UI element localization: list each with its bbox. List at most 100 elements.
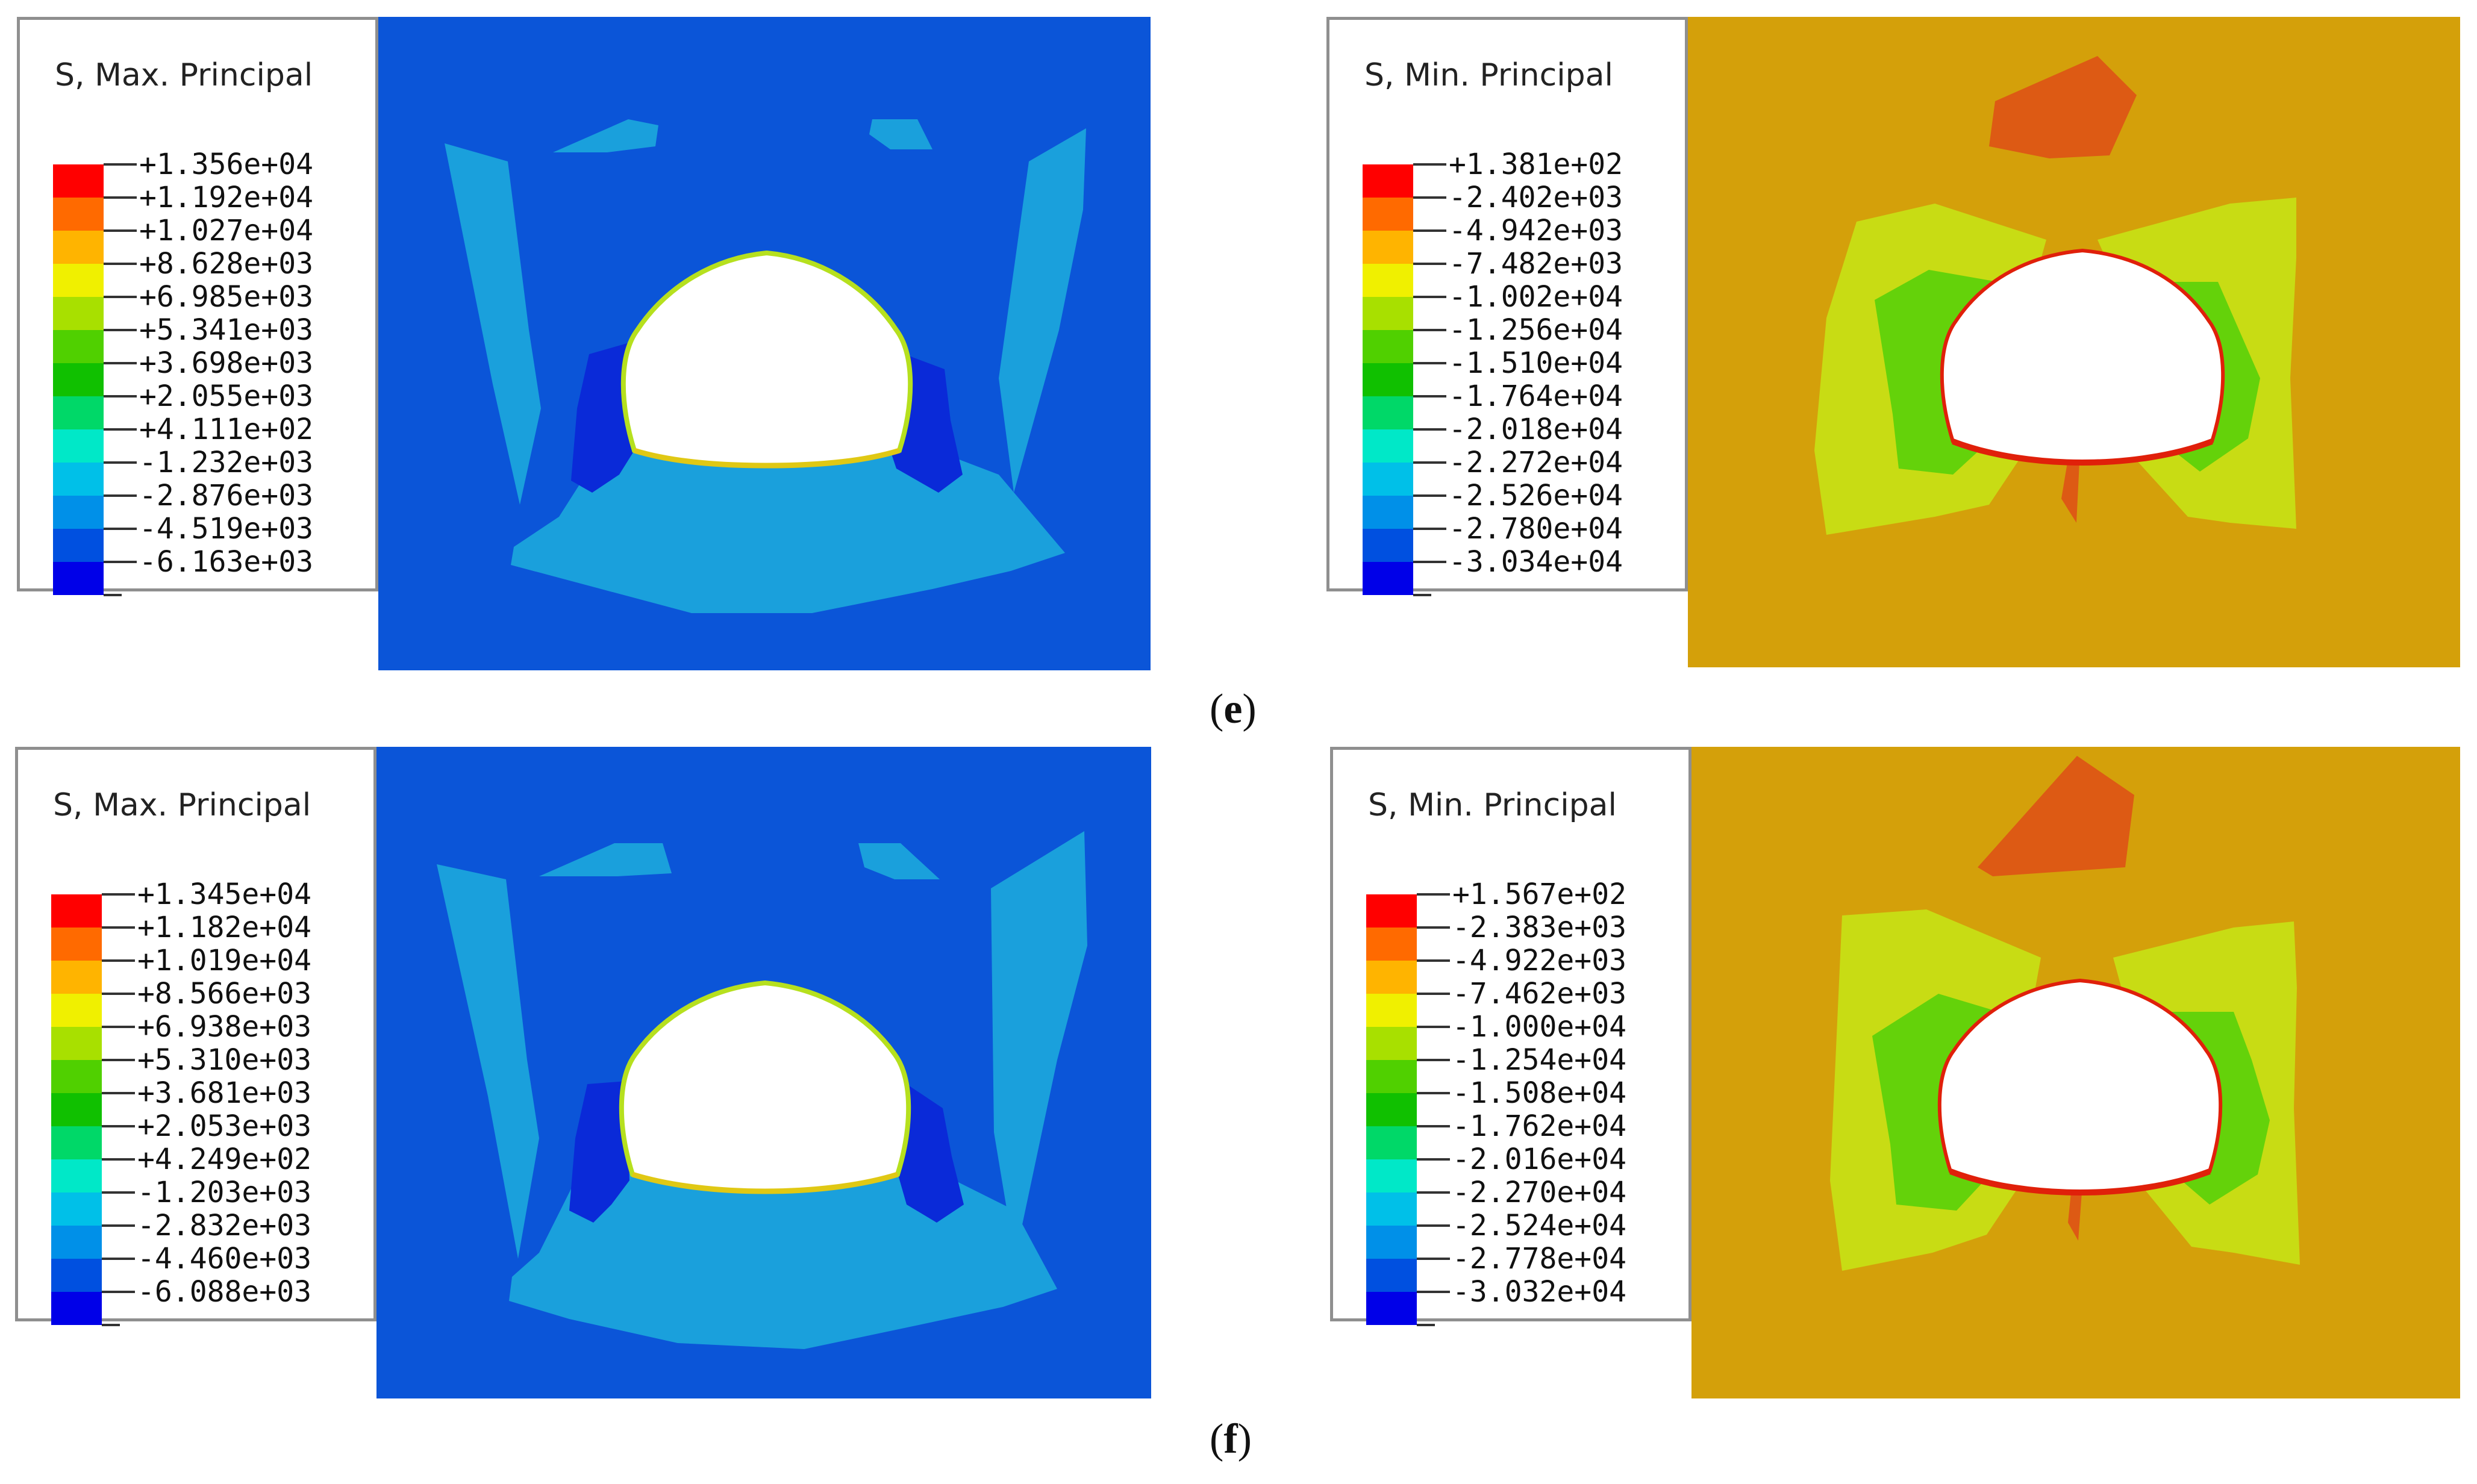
legend-swatch xyxy=(53,363,104,396)
legend-tick xyxy=(1413,461,1446,464)
legend-tick xyxy=(1417,1059,1450,1061)
legend-swatch xyxy=(53,496,104,529)
legend-tick xyxy=(104,362,137,364)
legend-tick xyxy=(104,528,137,530)
legend-swatch xyxy=(51,961,102,994)
contour-region-crack xyxy=(2068,1192,2082,1241)
legend-swatch xyxy=(1363,198,1413,231)
legend-tick xyxy=(104,594,122,596)
legend-swatch xyxy=(1363,463,1413,496)
legend-value: +3.681e+03 xyxy=(137,1076,311,1110)
legend-swatch xyxy=(51,928,102,961)
legend-swatch xyxy=(51,1159,102,1192)
legend-value: -1.762e+04 xyxy=(1452,1109,1626,1143)
legend-tick xyxy=(1413,329,1446,331)
legend-value: -4.922e+03 xyxy=(1452,944,1626,977)
legend-value: -1.002e+04 xyxy=(1449,280,1623,314)
legend-tick xyxy=(1413,362,1446,364)
legend-swatch xyxy=(1366,1126,1417,1159)
caption-e: (e) xyxy=(1210,686,1257,732)
legend-value: -6.163e+03 xyxy=(139,545,313,579)
legend-value: -2.780e+04 xyxy=(1449,512,1623,546)
legend-value: +2.053e+03 xyxy=(137,1109,311,1143)
legend-swatch xyxy=(53,231,104,264)
legend-value: -1.510e+04 xyxy=(1449,346,1623,380)
legend-swatch xyxy=(53,164,104,198)
contour-region-right xyxy=(999,128,1086,493)
legend-value: +5.310e+03 xyxy=(137,1043,311,1077)
legend-tick xyxy=(1413,594,1431,596)
stress-contour-min-f xyxy=(1691,747,2460,1398)
legend-swatch xyxy=(51,1060,102,1093)
legend-value: +8.566e+03 xyxy=(137,977,311,1011)
legend-title: S, Max. Principal xyxy=(53,787,311,823)
legend-value: -1.254e+04 xyxy=(1452,1043,1626,1077)
contour-region-top xyxy=(1978,756,2134,876)
legend-value: +2.055e+03 xyxy=(139,379,313,413)
legend-swatch xyxy=(1363,529,1413,562)
legend-value: -2.018e+04 xyxy=(1449,413,1623,446)
legend-tick xyxy=(1417,1026,1450,1028)
legend-tick xyxy=(104,296,137,298)
legend-value: +3.698e+03 xyxy=(139,346,313,380)
legend-tick xyxy=(1413,428,1446,431)
legend-swatch xyxy=(53,463,104,496)
legend-tick xyxy=(1417,893,1450,896)
legend-tick xyxy=(102,1059,135,1061)
legend-value: -2.270e+04 xyxy=(1452,1176,1626,1209)
legend-swatch xyxy=(53,264,104,297)
contour-region-dark-right xyxy=(895,1084,964,1223)
legend-value: -1.203e+03 xyxy=(137,1176,311,1209)
legend-value: -2.402e+03 xyxy=(1449,181,1623,214)
legend-tick xyxy=(1413,229,1446,232)
legend-tick xyxy=(1413,296,1446,298)
legend-value: +1.356e+04 xyxy=(139,148,313,181)
legend-value: +1.192e+04 xyxy=(139,181,313,214)
contour-region-top-left xyxy=(553,119,658,152)
legend-tick xyxy=(102,993,135,995)
legend-title: S, Min. Principal xyxy=(1364,57,1613,93)
legend-value: +1.345e+04 xyxy=(137,878,311,911)
legend-swatch xyxy=(1363,363,1413,396)
legend-value: -1.508e+04 xyxy=(1452,1076,1626,1110)
legend-swatch xyxy=(51,1126,102,1159)
legend-value: -7.482e+03 xyxy=(1449,247,1623,281)
tunnel-floor-edge xyxy=(1949,1168,2211,1196)
legend-tick xyxy=(1413,395,1446,398)
legend-value: -7.462e+03 xyxy=(1452,977,1626,1011)
legend-f-min: S, Min. Principal +1.567e+02 -2.383e+03 -4… xyxy=(1330,747,1691,1326)
legend-swatch xyxy=(1363,496,1413,529)
legend-tick xyxy=(1413,263,1446,265)
legend-swatch xyxy=(1366,994,1417,1027)
legend-value: -1.256e+04 xyxy=(1449,313,1623,347)
legend-title: S, Max. Principal xyxy=(55,57,313,93)
legend-value: +1.381e+02 xyxy=(1449,148,1623,181)
legend-tick xyxy=(102,1026,135,1028)
legend-value: +1.027e+04 xyxy=(139,214,313,248)
legend-value: -6.088e+03 xyxy=(137,1275,311,1309)
legend-value: -2.016e+04 xyxy=(1452,1143,1626,1176)
legend-swatch xyxy=(1366,1259,1417,1292)
legend-tick xyxy=(102,1092,135,1094)
legend-swatch xyxy=(53,396,104,429)
contour-region-crack xyxy=(2061,463,2079,523)
legend-tick xyxy=(1417,1158,1450,1161)
legend-swatch xyxy=(1366,894,1417,928)
legend-swatch xyxy=(51,1093,102,1126)
legend-swatch xyxy=(1363,429,1413,463)
legend-swatch xyxy=(51,894,102,928)
legend-value: +4.249e+02 xyxy=(137,1143,311,1176)
legend-value: -4.942e+03 xyxy=(1449,214,1623,248)
legend-swatch xyxy=(1363,562,1413,595)
legend-swatch xyxy=(51,1027,102,1060)
legend-title: S, Min. Principal xyxy=(1368,787,1617,823)
legend-swatch xyxy=(1363,396,1413,429)
legend-swatch xyxy=(51,1292,102,1325)
legend-value: -3.032e+04 xyxy=(1452,1275,1626,1309)
legend-swatch xyxy=(51,1192,102,1226)
contour-region-top-left xyxy=(539,843,672,876)
legend-value: +1.567e+02 xyxy=(1452,878,1626,911)
stress-contour-max-f xyxy=(376,747,1151,1398)
legend-swatch xyxy=(1363,231,1413,264)
legend-value: -3.034e+04 xyxy=(1449,545,1623,579)
